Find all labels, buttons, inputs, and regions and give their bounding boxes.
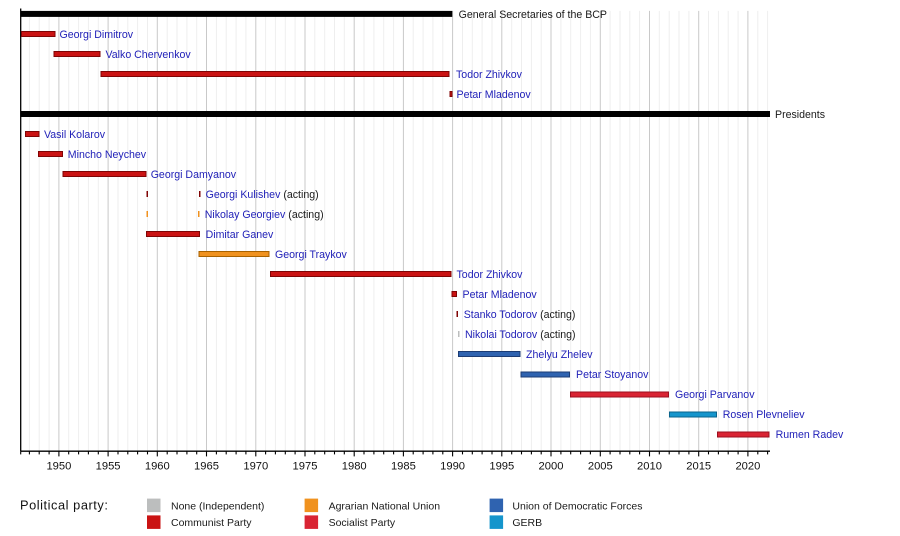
- svg-text:Dimitar Ganev: Dimitar Ganev: [206, 229, 274, 241]
- svg-text:GERB: GERB: [512, 517, 542, 529]
- svg-text:Georgi Kulishev (acting): Georgi Kulishev (acting): [206, 189, 319, 201]
- svg-text:Vasil Kolarov: Vasil Kolarov: [44, 129, 106, 141]
- svg-text:1960: 1960: [145, 461, 170, 473]
- svg-text:Georgi Parvanov: Georgi Parvanov: [675, 389, 755, 401]
- svg-text:Political party:: Political party:: [20, 498, 108, 513]
- svg-text:1995: 1995: [489, 461, 514, 473]
- svg-text:None (Independent): None (Independent): [171, 500, 264, 512]
- svg-text:1965: 1965: [194, 461, 219, 473]
- svg-text:1950: 1950: [46, 461, 71, 473]
- svg-text:Petar Mladenov: Petar Mladenov: [457, 89, 532, 101]
- svg-text:Agrarian National Union: Agrarian National Union: [329, 500, 441, 512]
- svg-text:Mincho Neychev: Mincho Neychev: [68, 149, 147, 161]
- svg-text:Georgi Traykov: Georgi Traykov: [275, 249, 348, 261]
- svg-text:Georgi Damyanov: Georgi Damyanov: [151, 169, 237, 181]
- svg-text:Todor Zhivkov: Todor Zhivkov: [457, 269, 524, 281]
- svg-text:Presidents: Presidents: [775, 109, 825, 121]
- svg-text:Georgi Dimitrov: Georgi Dimitrov: [60, 29, 134, 41]
- svg-text:Nikolay Georgiev (acting): Nikolay Georgiev (acting): [205, 209, 324, 221]
- svg-text:General Secretaries of the BCP: General Secretaries of the BCP: [459, 9, 607, 21]
- svg-text:Nikolai Todorov (acting): Nikolai Todorov (acting): [465, 329, 576, 341]
- svg-text:1985: 1985: [391, 461, 416, 473]
- svg-text:1980: 1980: [342, 461, 367, 473]
- svg-text:Zhelyu Zhelev: Zhelyu Zhelev: [526, 349, 593, 361]
- svg-text:Socialist Party: Socialist Party: [329, 517, 396, 529]
- svg-text:2000: 2000: [539, 461, 564, 473]
- svg-text:2020: 2020: [735, 461, 760, 473]
- svg-text:1975: 1975: [293, 461, 318, 473]
- svg-text:1990: 1990: [440, 461, 465, 473]
- svg-text:Petar Stoyanov: Petar Stoyanov: [576, 369, 649, 381]
- svg-text:1955: 1955: [96, 461, 121, 473]
- svg-text:Communist Party: Communist Party: [171, 517, 252, 529]
- svg-text:2010: 2010: [637, 461, 662, 473]
- svg-text:Petar Mladenov: Petar Mladenov: [463, 289, 538, 301]
- svg-text:2005: 2005: [588, 461, 613, 473]
- svg-text:Rumen Radev: Rumen Radev: [776, 429, 844, 441]
- svg-text:Valko Chervenkov: Valko Chervenkov: [106, 49, 192, 61]
- svg-text:1970: 1970: [243, 461, 268, 473]
- svg-text:2015: 2015: [686, 461, 711, 473]
- svg-text:Stanko Todorov (acting): Stanko Todorov (acting): [464, 309, 576, 321]
- svg-text:Rosen Plevneliev: Rosen Plevneliev: [723, 409, 806, 421]
- svg-text:Todor Zhivkov: Todor Zhivkov: [456, 69, 523, 81]
- svg-text:Union of Democratic Forces: Union of Democratic Forces: [512, 500, 642, 512]
